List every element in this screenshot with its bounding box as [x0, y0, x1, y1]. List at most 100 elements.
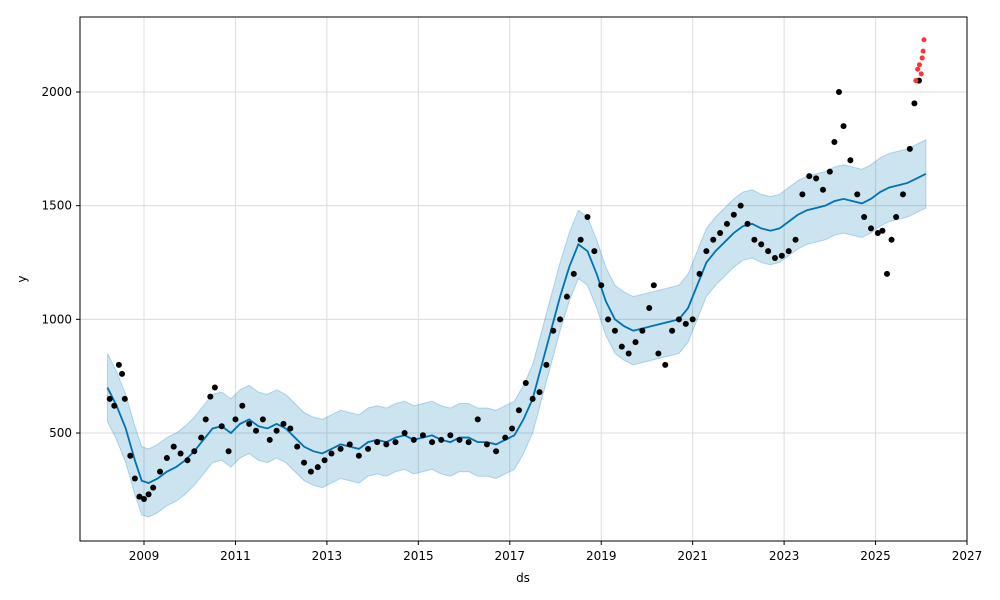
data-point — [563, 293, 570, 300]
data-point — [536, 389, 543, 396]
data-point — [584, 214, 591, 221]
data-point — [163, 455, 170, 462]
y-tick-label: 2000 — [41, 85, 72, 99]
outlier-point — [913, 78, 919, 84]
data-point — [401, 430, 408, 437]
data-point — [184, 457, 191, 464]
x-tick-label: 2023 — [769, 549, 800, 563]
data-point — [259, 416, 266, 423]
data-point — [591, 248, 598, 255]
data-point — [723, 220, 730, 227]
data-point — [383, 441, 390, 448]
data-point — [899, 191, 906, 198]
data-point — [429, 439, 436, 446]
data-point — [737, 202, 744, 209]
data-point — [650, 282, 657, 289]
outlier-point — [919, 55, 925, 61]
data-point — [301, 459, 308, 466]
forecast-series-line — [106, 173, 927, 485]
outlier-point — [916, 62, 922, 68]
data-point — [239, 402, 246, 409]
data-point — [522, 380, 529, 387]
y-tick-label: 1500 — [41, 199, 72, 213]
data-point — [246, 420, 253, 427]
data-point — [177, 450, 184, 457]
data-point — [765, 248, 772, 255]
forecast-line — [106, 173, 927, 485]
x-tick-label: 2019 — [586, 549, 617, 563]
data-point — [867, 225, 874, 232]
x-tick-label: 2011 — [220, 549, 251, 563]
y-axis-label: y — [15, 275, 29, 282]
data-point — [170, 443, 177, 450]
data-point — [483, 441, 490, 448]
data-point — [207, 393, 214, 400]
data-point — [758, 241, 765, 248]
observed-points — [106, 77, 922, 502]
data-point — [806, 173, 813, 180]
data-point — [662, 361, 669, 368]
data-point — [744, 220, 751, 227]
x-tick-label: 2025 — [860, 549, 891, 563]
data-point — [835, 89, 842, 96]
data-point — [717, 229, 724, 236]
data-point — [438, 436, 445, 443]
data-point — [703, 248, 710, 255]
data-point — [127, 452, 134, 459]
data-point — [115, 361, 122, 368]
data-point — [273, 427, 280, 434]
data-point — [294, 443, 301, 450]
data-point — [131, 475, 138, 482]
data-point — [831, 139, 838, 146]
data-point — [883, 270, 890, 277]
data-point — [509, 425, 516, 432]
data-point — [710, 236, 717, 243]
data-point — [771, 254, 778, 261]
data-point — [392, 439, 399, 446]
y-tick-label: 1000 — [41, 312, 72, 326]
data-point — [106, 395, 113, 402]
data-point — [502, 434, 509, 441]
data-point — [111, 402, 118, 409]
data-point — [550, 327, 557, 334]
data-point — [879, 227, 886, 234]
data-point — [570, 270, 577, 277]
data-point — [799, 191, 806, 198]
data-point — [365, 445, 372, 452]
data-point — [675, 316, 682, 323]
data-point — [611, 327, 618, 334]
x-axis: 2009 2011 2013 2015 2017 2019 2021 2023 2025 2027 — [129, 541, 982, 563]
data-point — [346, 441, 353, 448]
data-point — [577, 236, 584, 243]
data-point — [543, 361, 550, 368]
x-tick-label: 2017 — [495, 549, 526, 563]
data-point — [121, 395, 128, 402]
data-point — [218, 423, 225, 430]
data-point — [150, 484, 157, 491]
data-point — [669, 327, 676, 334]
x-axis-label: ds — [516, 571, 530, 585]
outlier-points — [913, 37, 927, 84]
data-point — [730, 211, 737, 218]
data-point — [465, 439, 472, 446]
x-tick-label: 2015 — [403, 549, 434, 563]
data-point — [253, 427, 260, 434]
y-tick-label: 500 — [49, 426, 72, 440]
data-point — [792, 236, 799, 243]
data-point — [447, 432, 454, 439]
data-point — [328, 450, 335, 457]
data-point — [232, 416, 239, 423]
data-point — [893, 214, 900, 221]
data-point — [515, 407, 522, 414]
data-point — [374, 439, 381, 446]
data-point — [911, 100, 918, 107]
data-point — [529, 395, 536, 402]
data-point — [211, 384, 218, 391]
data-point — [689, 316, 696, 323]
data-point — [819, 186, 826, 193]
data-point — [145, 491, 152, 498]
data-point — [906, 145, 913, 152]
data-point — [307, 468, 314, 475]
plot-frame — [79, 16, 968, 542]
data-point — [202, 416, 209, 423]
